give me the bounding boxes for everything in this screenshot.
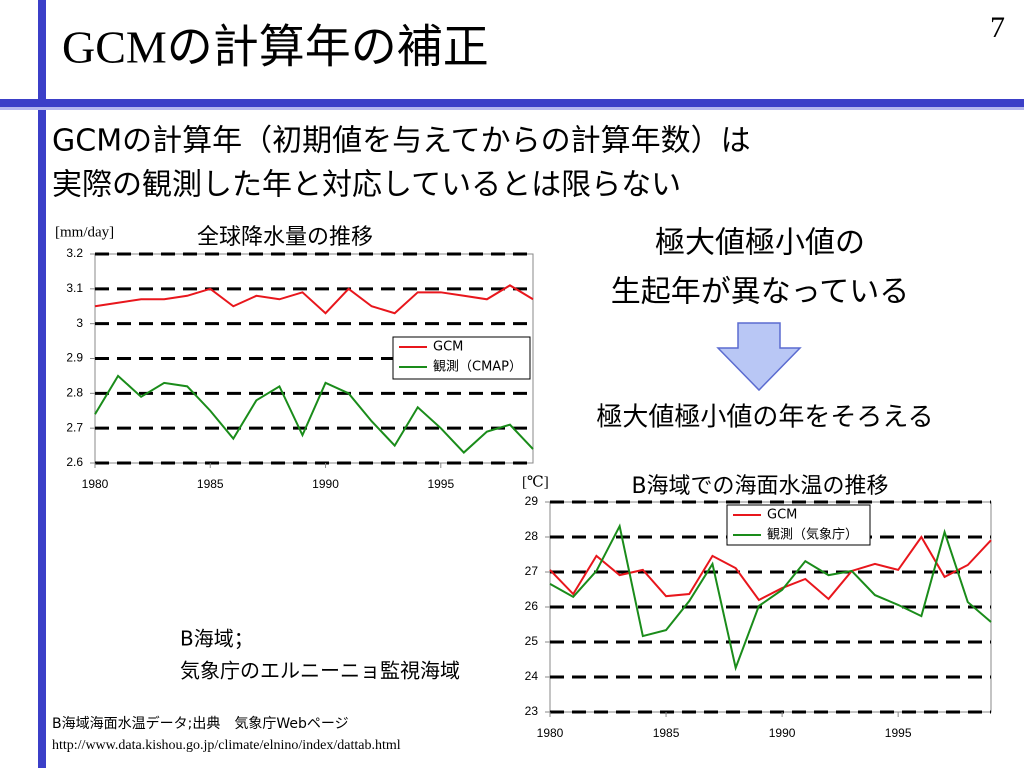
area-text: B海域； bbox=[180, 627, 254, 651]
x-tick-label: 1980 bbox=[537, 726, 564, 740]
lead-text: GCMの計算年（初期値を与えてからの計算年数）は bbox=[52, 124, 751, 159]
x-tick-label: 1985 bbox=[653, 726, 680, 740]
y-axis-label: [mm/day] bbox=[55, 224, 114, 240]
series-line bbox=[549, 535, 992, 602]
y-tick-label: 3.1 bbox=[66, 281, 83, 295]
x-tick-label: 1985 bbox=[197, 477, 224, 491]
x-tick-label: 1995 bbox=[885, 726, 912, 740]
y-tick-label: 23 bbox=[525, 704, 539, 718]
legend-label: 観測（気象庁） bbox=[767, 527, 858, 543]
y-tick-label: 26 bbox=[525, 599, 539, 613]
series-line bbox=[94, 284, 534, 315]
source-text: http://www.data.kishou.go.jp/climate/eln… bbox=[52, 738, 401, 753]
legend-label: 観測（CMAP） bbox=[433, 360, 522, 375]
legend-label: GCM bbox=[767, 508, 797, 523]
arrow bbox=[716, 322, 802, 392]
y-tick-label: 27 bbox=[525, 564, 539, 578]
note-text: 極大値極小値の bbox=[655, 226, 865, 261]
accent-bar bbox=[38, 0, 46, 768]
chart-title: B海域での海面水温の推移 bbox=[631, 474, 888, 499]
area-text: 気象庁のエルニーニョ監視海域 bbox=[180, 659, 460, 683]
accent-rule bbox=[0, 99, 1024, 107]
legend-box bbox=[392, 336, 531, 380]
y-tick-label: 28 bbox=[525, 529, 539, 543]
y-tick-label: 3 bbox=[76, 316, 83, 330]
series-line bbox=[549, 523, 992, 672]
y-tick-label: 24 bbox=[525, 669, 539, 683]
y-tick-label: 2.8 bbox=[66, 386, 83, 400]
x-tick-label: 1980 bbox=[82, 477, 109, 491]
source-text: B海域海面水温データ;出典 気象庁Webページ bbox=[52, 715, 349, 732]
accent-shadow bbox=[0, 107, 1024, 110]
lead-text: 実際の観測した年と対応しているとは限らない bbox=[52, 168, 681, 203]
y-tick-label: 2.7 bbox=[66, 420, 83, 434]
note-text: 極大値極小値の年をそろえる bbox=[596, 403, 933, 433]
y-tick-label: 25 bbox=[525, 634, 539, 648]
note-text: 生起年が異なっている bbox=[611, 275, 910, 310]
x-tick-label: 1990 bbox=[312, 477, 339, 491]
y-tick-label: 2.6 bbox=[66, 455, 83, 469]
x-tick-label: 1990 bbox=[769, 726, 796, 740]
y-tick-label: 29 bbox=[525, 494, 539, 508]
y-tick-label: 2.9 bbox=[66, 351, 83, 365]
legend-label: GCM bbox=[433, 340, 463, 355]
slide-title: GCMの計算年の補正 bbox=[62, 22, 489, 73]
page-number: 7 bbox=[990, 11, 1005, 44]
chart-title: 全球降水量の推移 bbox=[197, 225, 373, 250]
x-tick-label: 1995 bbox=[427, 477, 454, 491]
y-tick-label: 3.2 bbox=[66, 246, 83, 260]
series-line bbox=[94, 374, 534, 454]
legend-box bbox=[726, 504, 871, 546]
y-axis-label: [℃] bbox=[522, 474, 549, 490]
